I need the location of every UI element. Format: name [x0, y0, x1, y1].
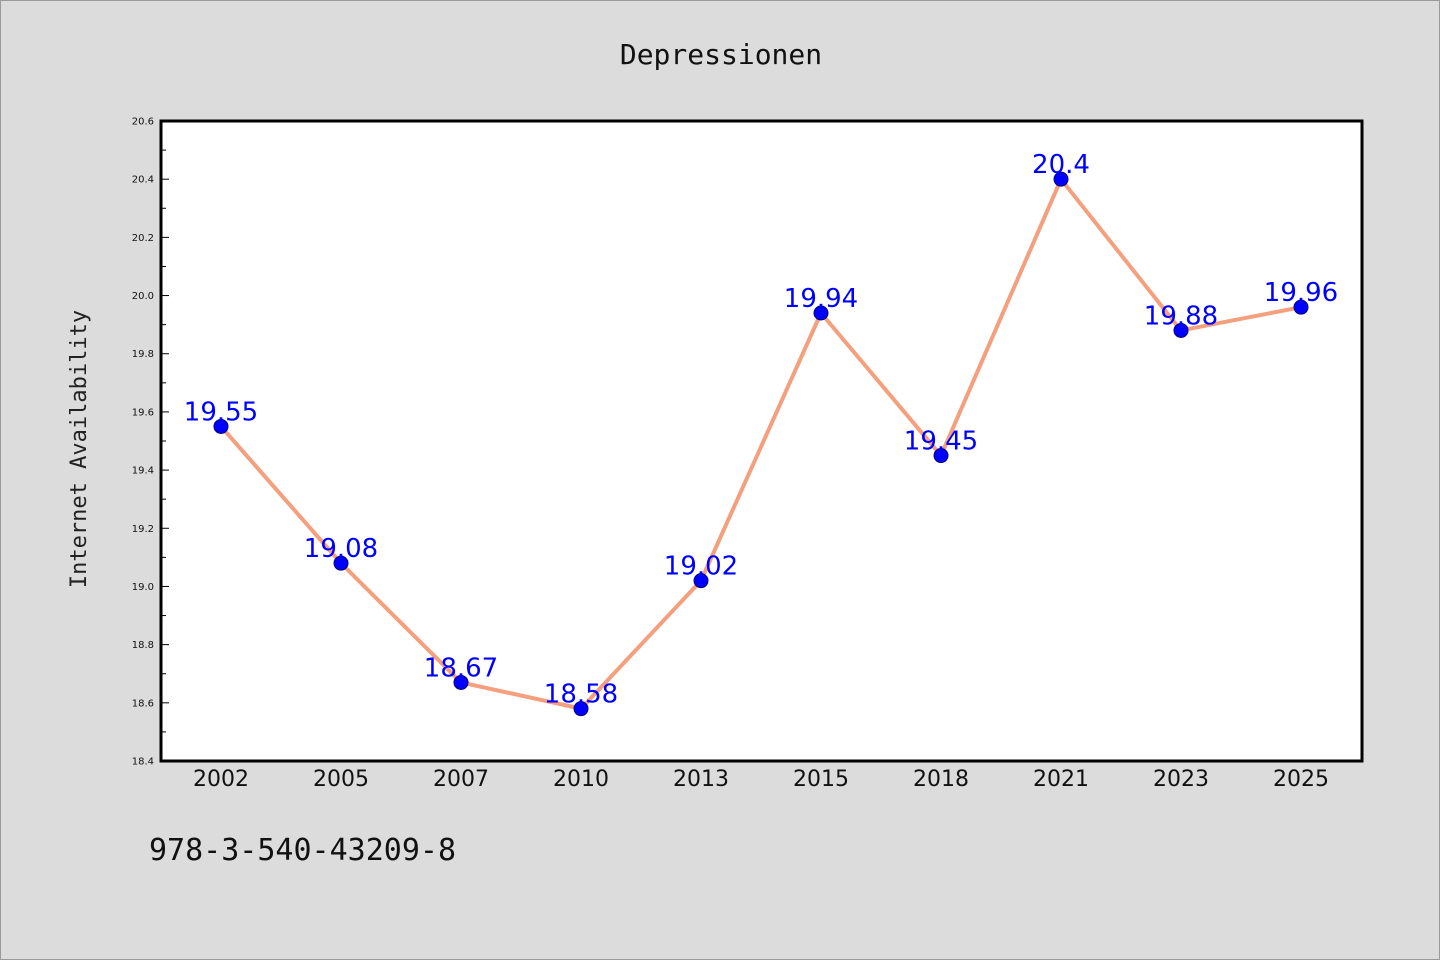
chart-title: Depressionen — [620, 38, 822, 71]
data-point-marker — [933, 448, 949, 464]
data-labels-group: 19.55 19.08 18.67 18.58 19.02 19.94 19.45 20.4 1… — [184, 150, 1338, 709]
x-tick-label: 2018 — [913, 767, 969, 792]
y-tick-label: 18.4 — [132, 757, 154, 768]
data-value-label: 18.67 — [424, 653, 498, 683]
x-tick-label: 2010 — [553, 767, 609, 792]
x-tick-label: 2005 — [313, 767, 369, 792]
data-point-marker — [333, 555, 349, 571]
series-line-group — [219, 177, 1303, 711]
footer-isbn-text: 978-3-540-43209-8 — [149, 833, 457, 868]
data-value-label: 19.45 — [904, 427, 978, 457]
x-tick-label: 2007 — [433, 767, 489, 792]
x-tick-label: 2023 — [1153, 767, 1209, 792]
data-point-marker — [1053, 171, 1069, 187]
data-value-label: 19.55 — [184, 397, 258, 427]
data-point-marker — [573, 701, 589, 717]
y-axis-label: Internet Availability — [67, 310, 92, 588]
y-tick-label: 19.6 — [132, 407, 154, 418]
y-tick-label: 20.0 — [132, 291, 154, 302]
y-tick-label: 20.2 — [132, 233, 154, 244]
series-points-group — [213, 171, 1309, 717]
data-point-marker — [213, 418, 229, 434]
data-point-marker — [1173, 322, 1189, 338]
y-tick-label: 20.6 — [132, 117, 154, 128]
x-tick-label: 2013 — [673, 767, 729, 792]
data-value-label: 19.94 — [784, 284, 858, 314]
x-tick-label: 2015 — [793, 767, 849, 792]
data-value-label: 18.58 — [544, 680, 618, 710]
y-tick-label: 18.8 — [132, 640, 154, 651]
plot-frame — [159, 119, 1364, 763]
data-value-label: 19.02 — [664, 552, 738, 582]
y-tick-label: 19.0 — [132, 582, 154, 593]
data-value-label: 20.4 — [1032, 150, 1090, 180]
y-tick-label: 19.2 — [132, 524, 154, 535]
x-tick-label: 2002 — [193, 767, 249, 792]
x-tick-label: 2021 — [1033, 767, 1089, 792]
y-tick-label: 18.6 — [132, 698, 154, 709]
data-point-marker — [693, 573, 709, 589]
x-axis-ticks: 2002 2005 2007 2010 2013 2015 2018 2021 2023 2025 — [193, 767, 1329, 792]
x-tick-label: 2025 — [1273, 767, 1329, 792]
data-value-label: 19.96 — [1264, 278, 1338, 308]
data-point-marker — [1293, 299, 1309, 315]
y-tick-label: 19.8 — [132, 349, 154, 360]
data-point-marker — [813, 305, 829, 321]
y-tick-label: 20.4 — [132, 175, 154, 186]
data-value-label: 19.88 — [1144, 301, 1218, 331]
series-line — [219, 177, 1303, 711]
data-value-label: 19.08 — [304, 534, 378, 564]
data-point-marker — [453, 674, 469, 690]
y-tick-label: 19.4 — [132, 466, 154, 477]
